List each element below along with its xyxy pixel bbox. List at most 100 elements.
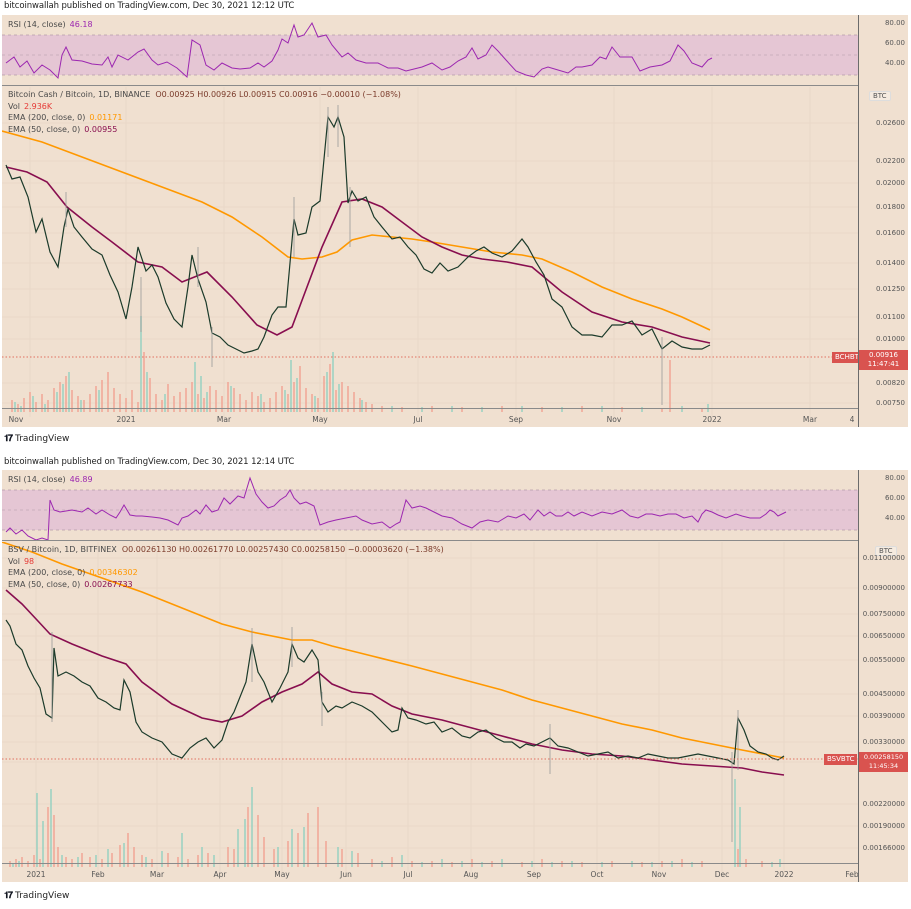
x-tick: Jun [340, 870, 352, 879]
x-tick: Jul [403, 870, 413, 879]
x-tick: Aug [463, 870, 479, 879]
x-tick: 4 [849, 415, 855, 424]
ema50-label: EMA (50, close, 0) [8, 124, 81, 134]
x-tick: May [274, 870, 290, 879]
symbol-tag: BSVBTC [824, 754, 858, 765]
price-tick: 0.01100000 [862, 554, 905, 562]
ema50-value: 0.00267733 [84, 579, 133, 589]
price-tick: 0.00166000 [862, 844, 905, 852]
brand-name: TradingView [15, 434, 70, 444]
x-tick: Sep [508, 415, 524, 424]
price-tick: 0.01250 [876, 285, 905, 293]
tradingview-logo-icon: 𝟏𝟕 [4, 891, 13, 901]
ema200-line [2, 130, 711, 331]
tradingview-logo-icon: 𝟏𝟕 [4, 434, 13, 444]
x-tick: Mar [216, 415, 232, 424]
rsi-value: 46.89 [69, 475, 93, 484]
chart-panel-bsv: RSI (14, close) 46.89 [2, 470, 908, 882]
ema200-label: EMA (200, close, 0) [8, 568, 86, 577]
last-price: 0.00258150 [863, 753, 904, 761]
rsi-tick: 40.00 [884, 59, 905, 67]
ohlc-values: O0.00261130 H0.00261770 L0.00257430 C0.0… [121, 545, 444, 554]
volume-bars [11, 316, 709, 412]
volume-value: 2.936K [23, 101, 53, 111]
tradingview-brand[interactable]: 𝟏𝟕 TradingView [4, 434, 69, 444]
price-tick: 0.01100 [876, 313, 905, 321]
price-legend: BSV / Bitcoin, 1D, BITFINEX O0.00261130 … [8, 544, 444, 590]
price-tick: 0.01400 [876, 259, 905, 267]
time-axis[interactable]: Nov 2021 Mar May Jul Sep Nov 2022 Mar 4 [2, 408, 859, 433]
ohlc-values: O0.00925 H0.00926 L0.00915 C0.00916 −0.0… [155, 90, 401, 99]
currency-badge[interactable]: BTC [875, 546, 897, 556]
tradingview-brand[interactable]: 𝟏𝟕 TradingView [4, 891, 69, 901]
rsi-value: 46.18 [69, 20, 93, 29]
last-price-tag: 0.00258150 11:45:34 [859, 752, 908, 772]
x-tick: Nov [651, 870, 667, 879]
price-tick: 0.00750 [876, 399, 905, 407]
ema200-value: 0.01171 [89, 113, 123, 122]
x-tick: Mar [802, 415, 818, 424]
rsi-legend: RSI (14, close) 46.89 [8, 474, 93, 486]
price-tick: 0.00750000 [862, 610, 905, 618]
ema200-line [2, 542, 785, 759]
price-tick: 0.00220000 [862, 800, 905, 808]
x-tick: 2022 [702, 415, 722, 424]
price-tick: 0.00390000 [862, 712, 905, 720]
rsi-pane: RSI (14, close) 46.18 [2, 15, 859, 86]
symbol-title: BSV / Bitcoin, 1D, BITFINEX [8, 545, 117, 554]
x-tick: Feb [91, 870, 105, 879]
x-tick: Oct [590, 870, 604, 879]
currency-badge[interactable]: BTC [869, 91, 891, 101]
price-tick: 0.02600 [876, 119, 905, 127]
last-price: 0.00916 [869, 351, 898, 359]
price-axis[interactable]: 80.00 60.00 40.00 BTC 0.02600 0.02200 0.… [858, 15, 908, 427]
x-tick: Apr [213, 870, 227, 879]
price-line [5, 115, 711, 354]
bar-countdown: 11:45:34 [868, 762, 899, 770]
publish-line: bitcoinwallah published on TradingView.c… [4, 1, 295, 11]
volume-label: Vol [8, 556, 20, 566]
x-tick: Dec [714, 870, 730, 879]
rsi-legend: RSI (14, close) 46.18 [8, 19, 93, 31]
price-plot [2, 542, 859, 872]
price-axis[interactable]: 80.00 60.00 40.00 BTC 0.01100000 0.00900… [858, 470, 908, 882]
x-tick: 2021 [116, 415, 136, 424]
x-tick: Nov [606, 415, 622, 424]
rsi-plot [2, 21, 859, 80]
price-tick: 0.00900000 [862, 584, 905, 592]
ema50-line [5, 589, 785, 776]
ema50-line [5, 166, 711, 344]
x-tick: 2021 [26, 870, 46, 879]
brand-name: TradingView [15, 891, 70, 901]
time-axis[interactable]: 2021 Feb Mar Apr May Jun Jul Aug Sep Oct… [2, 863, 859, 888]
volume-bars [9, 779, 781, 867]
symbol-title: Bitcoin Cash / Bitcoin, 1D, BINANCE [8, 90, 151, 99]
ema50-value: 0.00955 [84, 124, 118, 134]
price-plot [2, 87, 859, 417]
rsi-label: RSI (14, close) [8, 475, 66, 484]
ema50-label: EMA (50, close, 0) [8, 579, 81, 589]
price-tick: 0.01800 [876, 203, 905, 211]
price-tick: 0.02000 [876, 179, 905, 187]
rsi-plot [2, 476, 859, 540]
x-tick: 2022 [774, 870, 794, 879]
symbol-tag: BCHBTC [832, 352, 867, 363]
x-tick: Sep [526, 870, 542, 879]
rsi-tick: 60.00 [884, 39, 905, 47]
price-tick: 0.02200 [876, 157, 905, 165]
rsi-label: RSI (14, close) [8, 20, 66, 29]
price-tick: 0.00550000 [862, 656, 905, 664]
last-price-tag: 0.00916 11:47:41 [859, 350, 908, 370]
bar-countdown: 11:47:41 [867, 360, 900, 368]
price-legend: Bitcoin Cash / Bitcoin, 1D, BINANCE O0.0… [8, 89, 401, 135]
price-tick: 0.00190000 [862, 822, 905, 830]
price-line [5, 619, 785, 766]
publish-line: bitcoinwallah published on TradingView.c… [4, 457, 295, 467]
chart-panel-bch: RSI (14, close) 46.18 [2, 15, 908, 427]
price-tick: 0.00820 [876, 379, 905, 387]
rsi-tick: 40.00 [884, 514, 905, 522]
ema200-label: EMA (200, close, 0) [8, 113, 86, 122]
rsi-tick: 80.00 [884, 474, 905, 482]
volume-value: 98 [23, 556, 35, 566]
x-tick: May [312, 415, 328, 424]
